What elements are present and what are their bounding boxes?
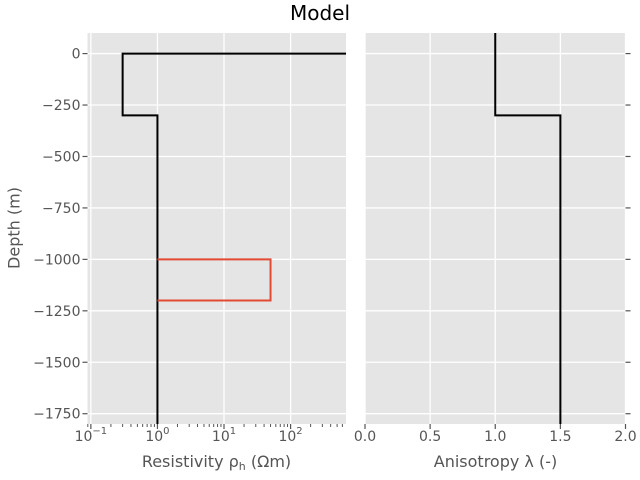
x-tick-label: 102 xyxy=(278,426,302,445)
x-tick-label: 2.0 xyxy=(614,429,636,445)
y-tick-label: 0 xyxy=(72,47,81,63)
x-tick-label: 10−1 xyxy=(75,426,108,445)
model-anisotropy-line xyxy=(494,33,562,424)
target-resistivity-line xyxy=(157,258,272,302)
y-tick-label: −1750 xyxy=(33,407,80,423)
y-tick-label: −1500 xyxy=(33,355,80,371)
x-axis-label-resistivity: Resistivity ρh (Ωm) xyxy=(87,452,346,473)
y-axis-label: Depth (m) xyxy=(4,187,24,269)
x-tick-label: 1.0 xyxy=(484,429,506,445)
resistivity-label-pre: Resistivity ρ xyxy=(141,452,239,471)
y-tick-label: −1000 xyxy=(33,252,80,268)
x-tick-label: 101 xyxy=(212,426,236,445)
resistivity-label-post: (Ωm) xyxy=(245,452,292,471)
x-tick-label: 1.5 xyxy=(549,429,571,445)
x-tick-label: 0.0 xyxy=(354,429,376,445)
y-tick-label: −1250 xyxy=(33,304,80,320)
chart-title: Model xyxy=(289,1,351,25)
x-axis-label-anisotropy: Anisotropy λ (-) xyxy=(433,452,558,471)
axes-background xyxy=(87,33,346,424)
y-tick-label: −250 xyxy=(42,98,80,114)
x-tick-label: 100 xyxy=(145,426,169,445)
resistivity-label-subscript: h xyxy=(238,460,246,473)
y-tick-label: −500 xyxy=(42,149,80,165)
x-tick-label: 0.5 xyxy=(419,429,441,445)
y-tick-label: −750 xyxy=(42,201,80,217)
model-resistivity-line xyxy=(121,52,346,424)
